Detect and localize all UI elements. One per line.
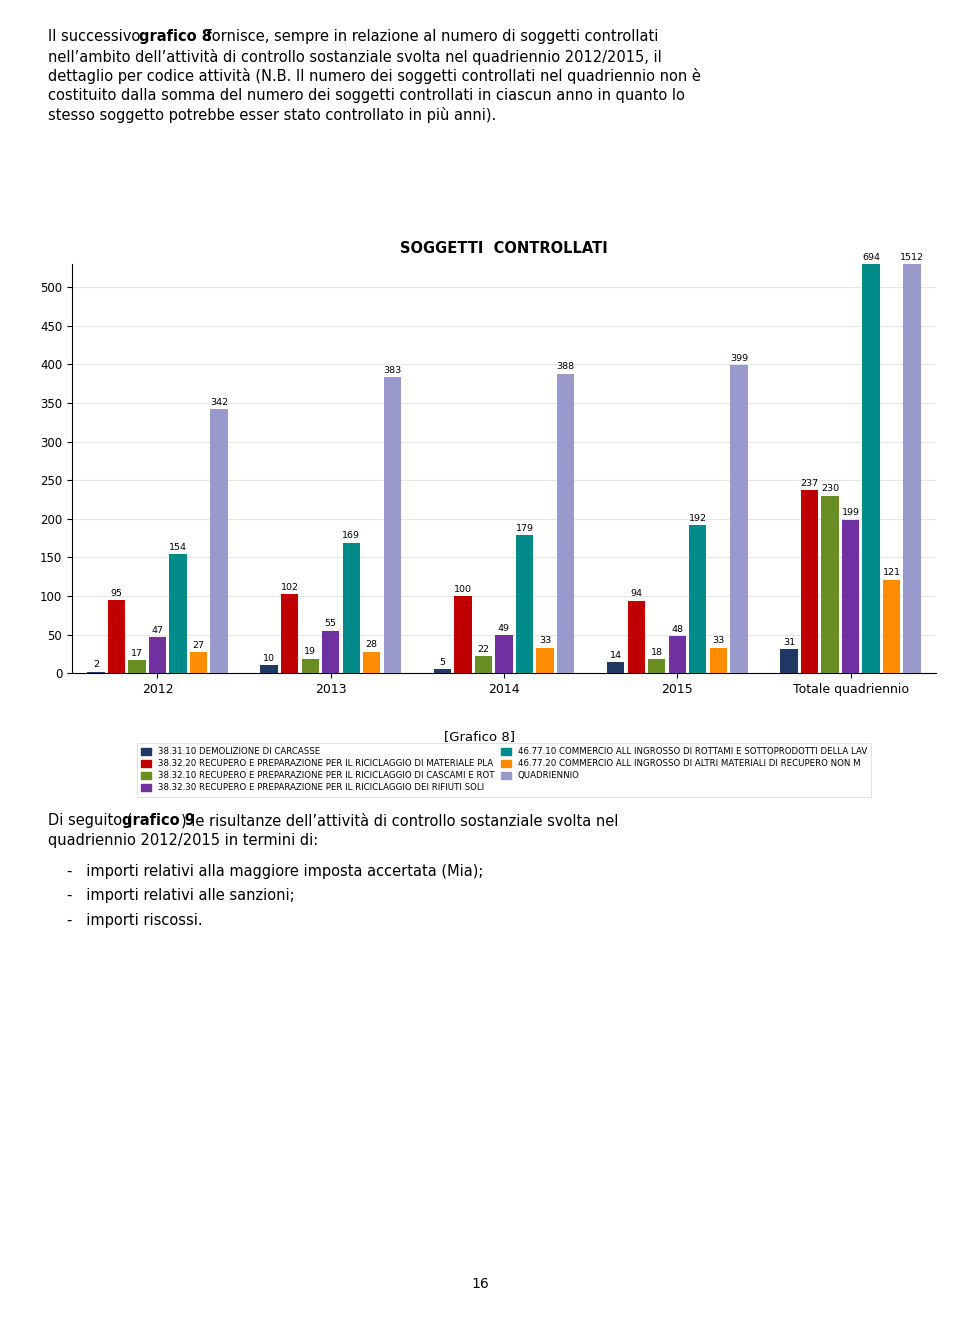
Bar — [260, 665, 277, 673]
Text: quadriennio 2012/2015 in termini di:: quadriennio 2012/2015 in termini di: — [48, 833, 319, 847]
Bar — [801, 490, 818, 673]
Text: 192: 192 — [688, 513, 707, 523]
Text: 95: 95 — [110, 589, 123, 598]
Text: 694: 694 — [862, 252, 880, 261]
Text: grafico 9: grafico 9 — [122, 813, 195, 828]
Text: 237: 237 — [801, 479, 819, 488]
Bar — [709, 648, 727, 673]
Text: dettaglio per codice attività (N.B. Il numero dei soggetti controllati nel quadr: dettaglio per codice attività (N.B. Il n… — [48, 69, 701, 84]
Bar — [281, 594, 299, 673]
Bar — [628, 601, 645, 673]
Text: 179: 179 — [516, 524, 534, 533]
Text: [Grafico 8]: [Grafico 8] — [444, 730, 516, 743]
Text: 31: 31 — [783, 638, 795, 647]
Text: 2: 2 — [93, 660, 99, 669]
Bar — [842, 520, 859, 673]
Bar — [190, 652, 207, 673]
Title: SOGGETTI  CONTROLLATI: SOGGETTI CONTROLLATI — [400, 240, 608, 256]
Text: 49: 49 — [498, 624, 510, 634]
Text: nell’ambito dell’attività di controllo sostanziale svolta nel quadriennio 2012/2: nell’ambito dell’attività di controllo s… — [48, 49, 661, 65]
Text: 169: 169 — [343, 532, 360, 540]
Text: 22: 22 — [477, 645, 490, 653]
Text: 17: 17 — [131, 648, 143, 657]
Text: 102: 102 — [280, 583, 299, 593]
Text: 230: 230 — [821, 484, 839, 494]
Text: 342: 342 — [210, 397, 228, 407]
Text: -   importi riscossi.: - importi riscossi. — [67, 912, 203, 928]
Text: 199: 199 — [842, 508, 859, 517]
Text: Il successivo: Il successivo — [48, 29, 145, 44]
Bar — [648, 659, 665, 673]
Bar — [780, 649, 798, 673]
Bar — [454, 597, 471, 673]
Bar — [495, 635, 513, 673]
Bar — [384, 378, 401, 673]
Bar — [363, 652, 380, 673]
Text: fornisce, sempre in relazione al numero di soggetti controllati: fornisce, sempre in relazione al numero … — [202, 29, 658, 44]
Bar — [903, 0, 921, 673]
Bar — [149, 638, 166, 673]
Bar — [668, 636, 686, 673]
Text: 388: 388 — [557, 362, 575, 371]
Bar — [322, 631, 340, 673]
Bar — [821, 495, 839, 673]
Text: 33: 33 — [712, 636, 725, 645]
Text: 55: 55 — [324, 619, 337, 628]
Text: 121: 121 — [882, 569, 900, 577]
Bar — [87, 672, 105, 673]
Bar — [434, 669, 451, 673]
Bar — [475, 656, 492, 673]
Text: 14: 14 — [610, 651, 622, 660]
Bar — [731, 366, 748, 673]
Text: 1512: 1512 — [900, 252, 924, 261]
Bar — [537, 648, 554, 673]
Bar — [516, 535, 533, 673]
Bar — [301, 659, 319, 673]
Text: -   importi relativi alle sanzioni;: - importi relativi alle sanzioni; — [67, 888, 295, 903]
Text: 5: 5 — [440, 659, 445, 667]
Text: 19: 19 — [304, 647, 316, 656]
Bar — [169, 554, 187, 673]
Text: stesso soggetto potrebbe esser stato controllato in più anni).: stesso soggetto potrebbe esser stato con… — [48, 107, 496, 123]
Bar — [129, 660, 146, 673]
Legend: 38.31.10 DEMOLIZIONE DI CARCASSE, 38.32.20 RECUPERO E PREPARAZIONE PER IL RICICL: 38.31.10 DEMOLIZIONE DI CARCASSE, 38.32.… — [136, 743, 872, 797]
Text: 154: 154 — [169, 543, 187, 552]
Text: 10: 10 — [263, 655, 276, 663]
Text: -   importi relativi alla maggiore imposta accertata (Mia);: - importi relativi alla maggiore imposta… — [67, 863, 484, 879]
Text: 47: 47 — [152, 626, 163, 635]
Text: 16: 16 — [471, 1276, 489, 1291]
Bar — [210, 409, 228, 673]
Text: 33: 33 — [539, 636, 551, 645]
Text: 383: 383 — [383, 366, 401, 375]
Text: 100: 100 — [454, 585, 472, 594]
Bar — [108, 599, 125, 673]
Bar — [343, 543, 360, 673]
Bar — [607, 663, 624, 673]
Bar — [883, 579, 900, 673]
Bar — [689, 525, 707, 673]
Text: costituito dalla somma del numero dei soggetti controllati in ciascun anno in qu: costituito dalla somma del numero dei so… — [48, 87, 684, 103]
Text: Di seguito (: Di seguito ( — [48, 813, 132, 828]
Text: 94: 94 — [630, 589, 642, 598]
Text: 27: 27 — [193, 642, 204, 649]
Text: 18: 18 — [651, 648, 662, 657]
Text: 28: 28 — [366, 640, 378, 649]
Bar — [557, 374, 574, 673]
Text: ) le risultanze dell’attività di controllo sostanziale svolta nel: ) le risultanze dell’attività di control… — [181, 813, 619, 829]
Bar — [862, 137, 879, 673]
Text: grafico 8: grafico 8 — [139, 29, 212, 44]
Text: 399: 399 — [730, 354, 748, 363]
Text: 48: 48 — [671, 624, 684, 634]
